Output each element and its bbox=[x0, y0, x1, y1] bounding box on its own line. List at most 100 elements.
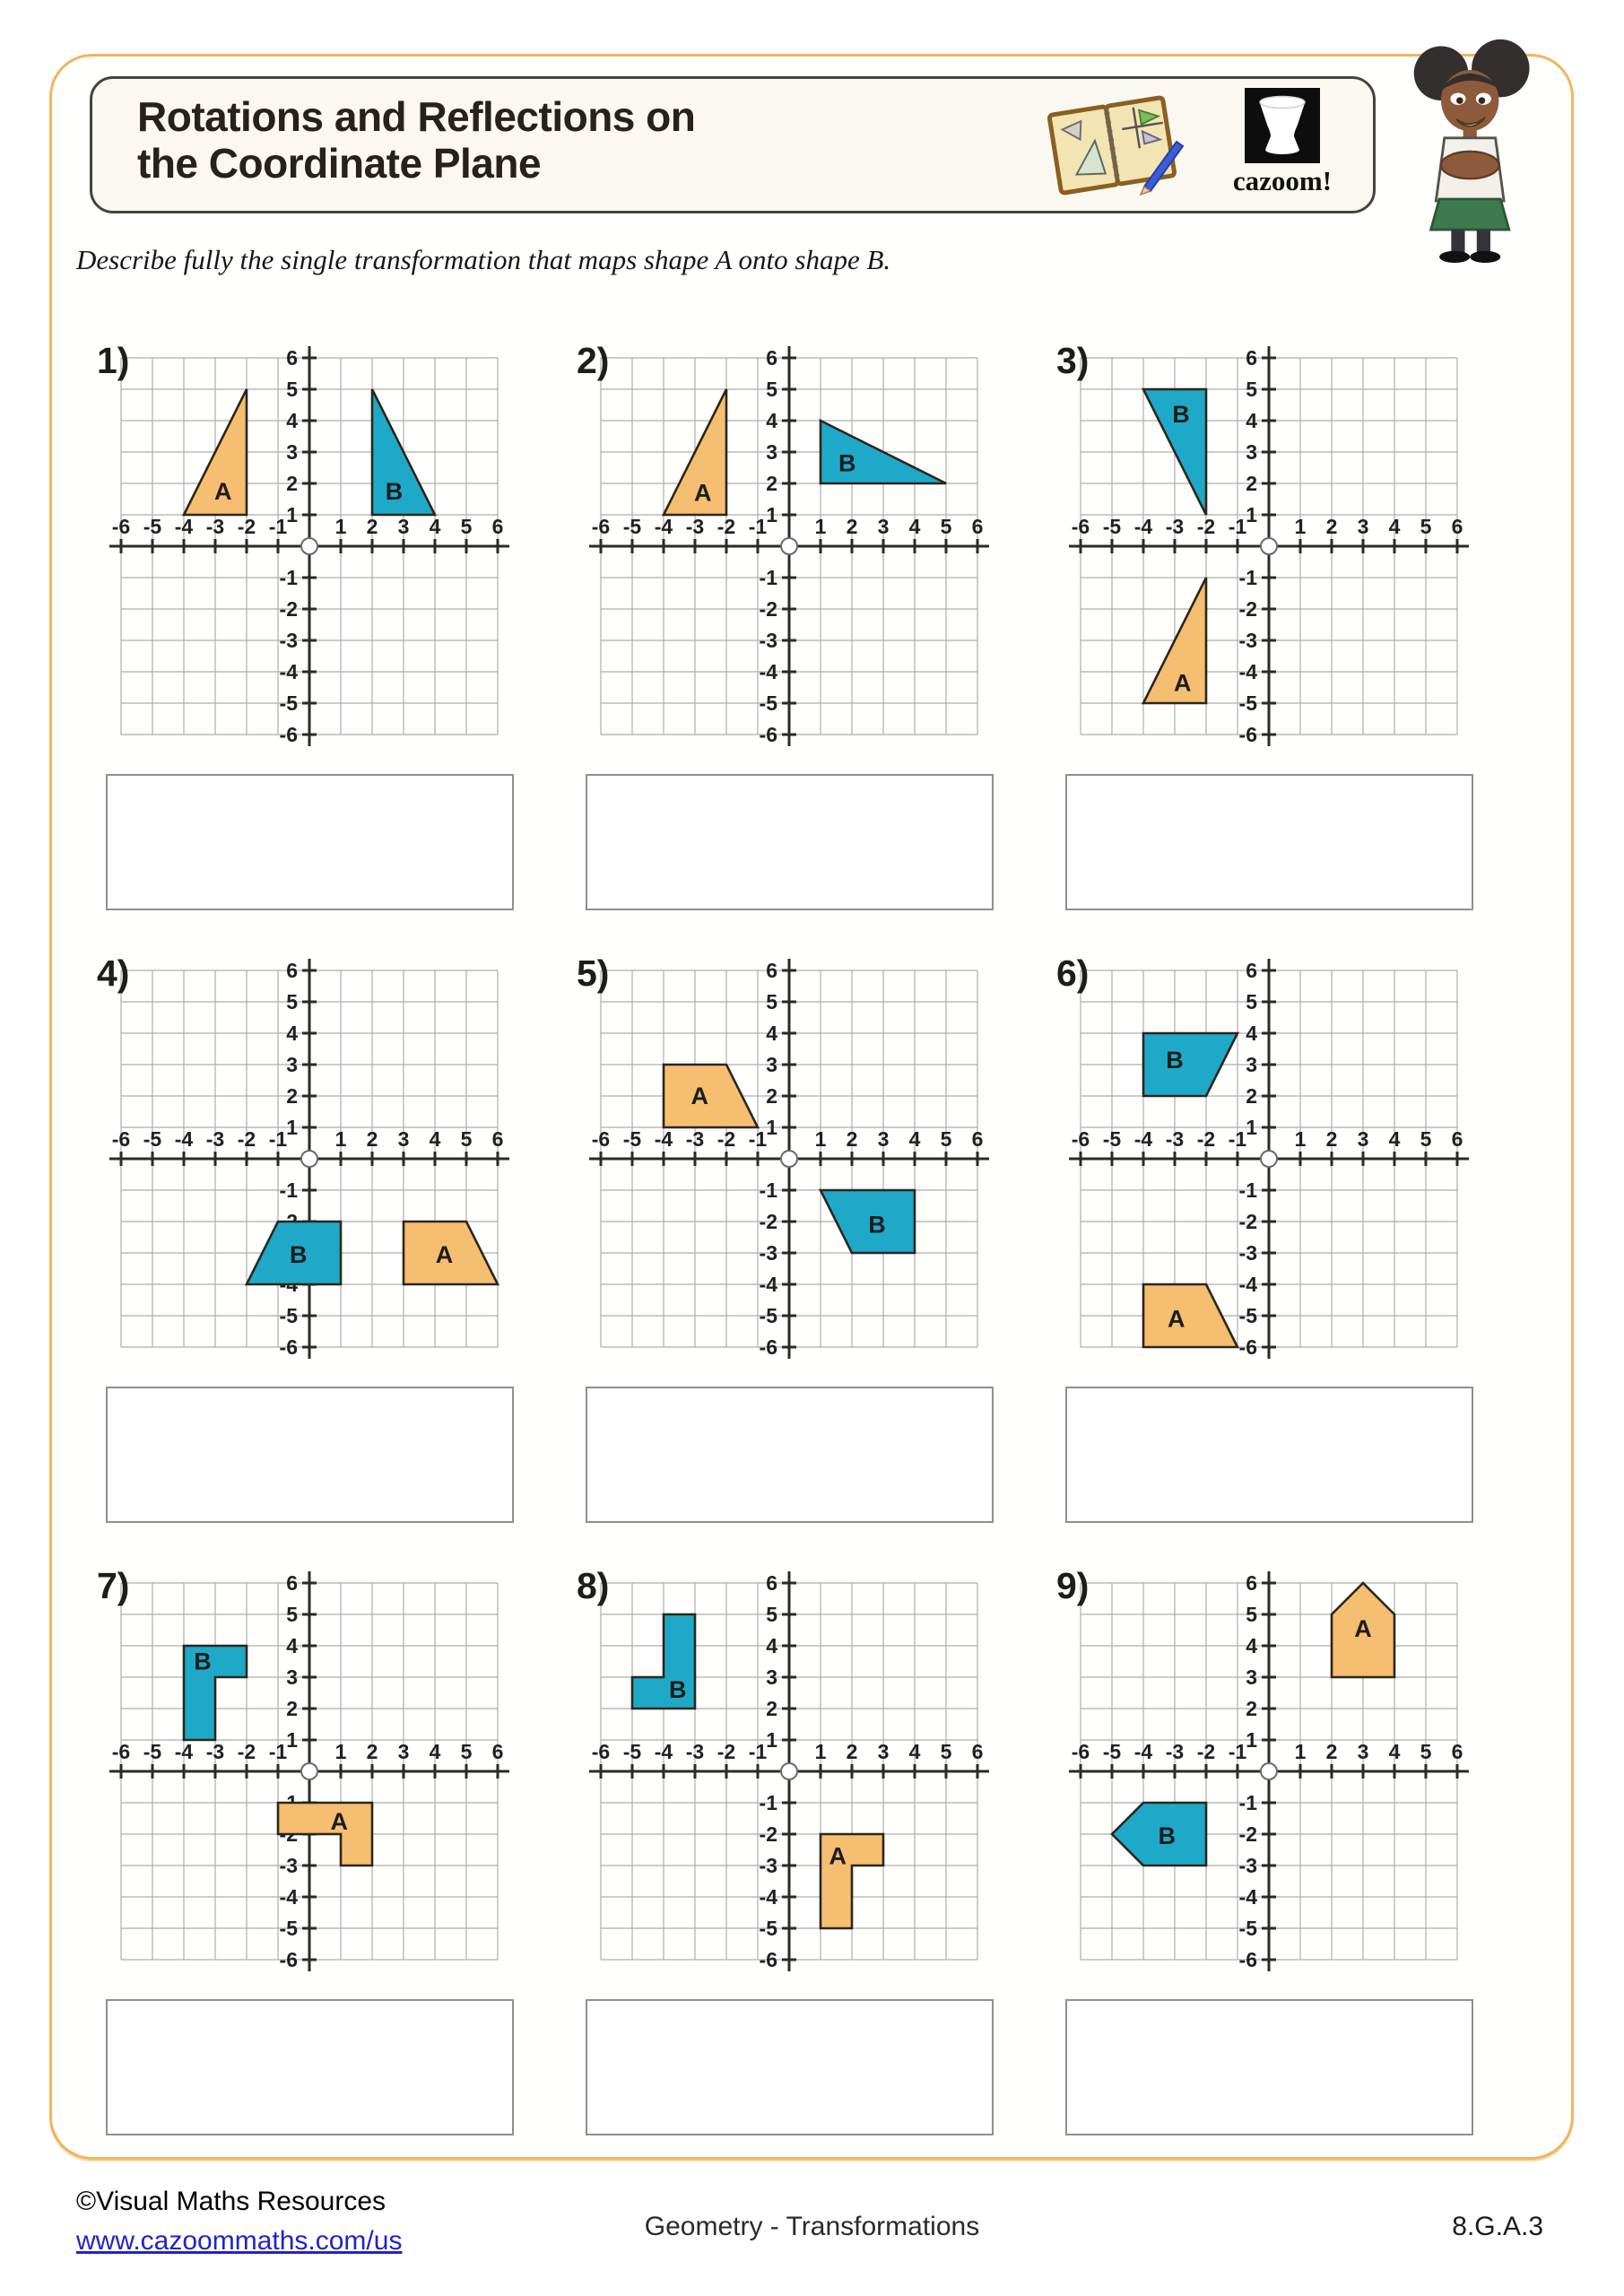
svg-text:-3: -3 bbox=[686, 515, 704, 538]
svg-text:6: 6 bbox=[972, 1127, 984, 1151]
svg-text:4: 4 bbox=[286, 409, 298, 432]
svg-text:4: 4 bbox=[430, 1127, 441, 1151]
origin-marker bbox=[300, 1150, 318, 1168]
svg-text:2: 2 bbox=[766, 1084, 777, 1108]
svg-text:5: 5 bbox=[1420, 1740, 1432, 1763]
shape-B bbox=[819, 418, 947, 485]
svg-text:-4: -4 bbox=[175, 515, 194, 538]
svg-text:5: 5 bbox=[286, 1603, 298, 1626]
answer-box-7[interactable] bbox=[106, 1999, 514, 2135]
svg-text:4: 4 bbox=[1246, 409, 1257, 432]
svg-text:4: 4 bbox=[909, 515, 921, 538]
svg-text:-6: -6 bbox=[1239, 1335, 1257, 1359]
svg-text:-1: -1 bbox=[269, 1740, 288, 1763]
svg-text:3: 3 bbox=[766, 440, 777, 464]
svg-text:1: 1 bbox=[1246, 503, 1257, 526]
svg-text:-5: -5 bbox=[280, 1917, 299, 1940]
svg-text:5: 5 bbox=[766, 378, 777, 401]
svg-text:2: 2 bbox=[847, 1740, 858, 1763]
answer-box-4[interactable] bbox=[106, 1387, 514, 1523]
svg-text:-3: -3 bbox=[760, 1854, 777, 1877]
shape-B bbox=[818, 1188, 916, 1255]
svg-text:-1: -1 bbox=[1239, 1791, 1258, 1814]
answer-box-2[interactable] bbox=[586, 774, 994, 910]
shape-B bbox=[1110, 1801, 1208, 1867]
svg-text:6: 6 bbox=[972, 1740, 984, 1763]
svg-text:1: 1 bbox=[766, 1728, 777, 1752]
svg-text:-2: -2 bbox=[1239, 1210, 1257, 1233]
problem-6: 6) -6 -6 -5 -5 -4 -4 -3 -3 -2 -2 -1 -1 1 1 2 2 3 3 4 4 5 5 6 6 B… bbox=[1029, 942, 1509, 1523]
svg-text:6: 6 bbox=[1246, 959, 1257, 982]
svg-text:-5: -5 bbox=[1239, 1917, 1258, 1940]
problem-2: 2) -6 -6 -5 -5 -4 -4 -3 -3 -2 -2 -1 -1 1 1 2 2 3 3 4 4 5 5 6 6 A… bbox=[550, 329, 1029, 910]
svg-text:-2: -2 bbox=[760, 597, 777, 621]
answer-box-8[interactable] bbox=[586, 1999, 994, 2135]
svg-text:3: 3 bbox=[878, 1740, 890, 1763]
answer-box-5[interactable] bbox=[586, 1387, 994, 1523]
svg-text:-1: -1 bbox=[1229, 515, 1247, 538]
svg-text:-6: -6 bbox=[280, 723, 298, 746]
svg-text:4: 4 bbox=[1389, 515, 1401, 538]
svg-text:-4: -4 bbox=[1134, 1740, 1153, 1763]
shape-label-B: B bbox=[194, 1648, 212, 1675]
svg-text:5: 5 bbox=[941, 515, 952, 538]
shape-A bbox=[819, 1832, 885, 1930]
svg-text:-6: -6 bbox=[760, 1948, 777, 1971]
svg-text:-5: -5 bbox=[1239, 691, 1258, 715]
shape-label-B: B bbox=[290, 1241, 308, 1268]
answer-box-1[interactable] bbox=[106, 774, 514, 910]
svg-text:4: 4 bbox=[286, 1022, 298, 1045]
website-link[interactable]: www.cazoommaths.com/us bbox=[76, 2226, 403, 2256]
svg-text:1: 1 bbox=[1295, 1127, 1307, 1151]
svg-text:-6: -6 bbox=[112, 1127, 130, 1151]
svg-text:-5: -5 bbox=[1103, 1740, 1122, 1763]
origin-marker bbox=[300, 1762, 318, 1780]
cazoom-logo: cazoom! bbox=[1224, 84, 1341, 197]
svg-text:4: 4 bbox=[286, 1634, 298, 1657]
svg-text:2: 2 bbox=[766, 1697, 777, 1720]
svg-text:4: 4 bbox=[1389, 1127, 1401, 1151]
svg-text:-3: -3 bbox=[760, 1241, 777, 1265]
svg-text:-5: -5 bbox=[280, 691, 299, 715]
shape-label-A: A bbox=[331, 1808, 349, 1835]
svg-text:-1: -1 bbox=[760, 1791, 778, 1814]
answer-box-3[interactable] bbox=[1065, 774, 1473, 910]
shape-A bbox=[661, 388, 728, 517]
svg-text:1: 1 bbox=[1246, 1116, 1257, 1139]
svg-text:-1: -1 bbox=[1229, 1740, 1247, 1763]
answer-box-6[interactable] bbox=[1065, 1387, 1473, 1523]
standard-code: 8.G.A.3 bbox=[1452, 2212, 1543, 2241]
svg-text:5: 5 bbox=[1420, 515, 1432, 538]
shape-B bbox=[1142, 1031, 1240, 1098]
svg-text:2: 2 bbox=[286, 1084, 298, 1108]
svg-text:-6: -6 bbox=[1072, 1740, 1090, 1763]
svg-text:-2: -2 bbox=[238, 1127, 256, 1151]
svg-text:-5: -5 bbox=[760, 691, 778, 715]
svg-text:5: 5 bbox=[1246, 1603, 1257, 1626]
svg-text:-6: -6 bbox=[1072, 515, 1090, 538]
svg-text:3: 3 bbox=[766, 1665, 777, 1689]
svg-text:6: 6 bbox=[286, 346, 298, 370]
svg-text:3: 3 bbox=[286, 1053, 298, 1076]
svg-text:3: 3 bbox=[1246, 440, 1257, 464]
svg-text:-3: -3 bbox=[1239, 629, 1257, 652]
svg-text:6: 6 bbox=[766, 346, 777, 370]
svg-text:1: 1 bbox=[335, 1127, 347, 1151]
svg-text:-4: -4 bbox=[175, 1740, 194, 1763]
cazoom-drum-icon bbox=[1245, 88, 1320, 163]
shape-B bbox=[244, 1220, 343, 1286]
svg-text:1: 1 bbox=[815, 1740, 827, 1763]
svg-text:-6: -6 bbox=[280, 1948, 298, 1971]
svg-text:-6: -6 bbox=[1239, 1948, 1257, 1971]
shape-A bbox=[662, 1063, 760, 1129]
problem-number: 9) bbox=[1056, 1565, 1090, 1606]
answer-box-9[interactable] bbox=[1065, 1999, 1473, 2135]
svg-text:-2: -2 bbox=[1197, 515, 1215, 538]
shape-label-B: B bbox=[1166, 1047, 1184, 1074]
shape-label-A: A bbox=[436, 1241, 454, 1268]
pencil-icon bbox=[1139, 140, 1185, 196]
